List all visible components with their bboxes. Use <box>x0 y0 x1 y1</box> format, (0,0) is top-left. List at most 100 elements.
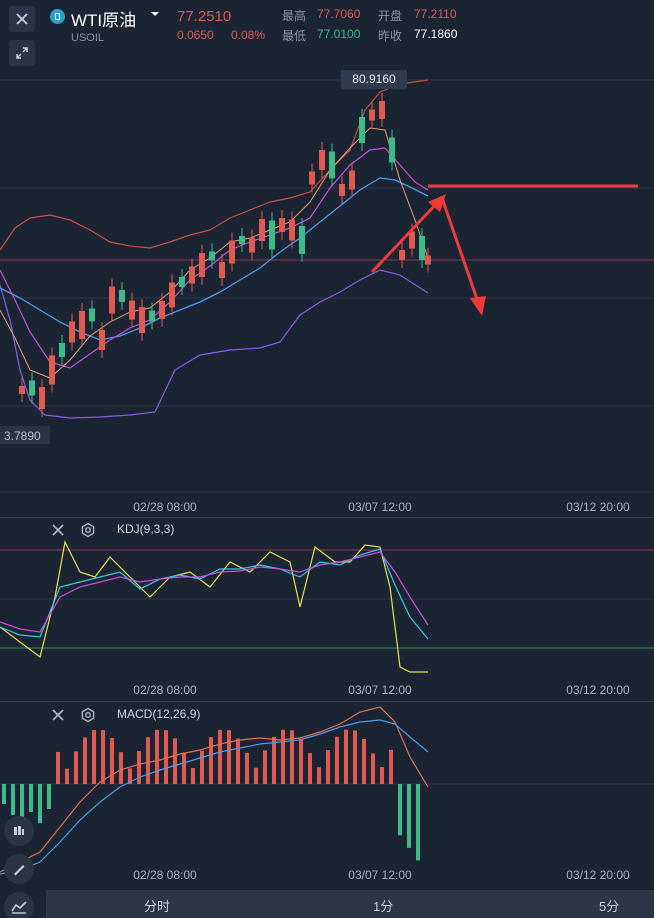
kdj-close-button[interactable] <box>51 523 65 542</box>
candle-body <box>119 290 125 302</box>
candle-body <box>289 219 295 241</box>
timeframe-1min[interactable]: 1分 <box>373 899 394 914</box>
candle-body <box>259 219 265 241</box>
kdj-chart[interactable]: 02/28 08:00 03/07 12:00 03/12 20:00 <box>0 517 654 701</box>
open-label: 开盘 <box>378 9 403 23</box>
macd-settings-button[interactable] <box>80 707 96 728</box>
boll-upper-line <box>0 79 429 251</box>
high-label: 最高 <box>282 9 307 23</box>
line-chart-icon <box>11 901 27 914</box>
macd-bar <box>128 768 132 784</box>
candle-body <box>129 300 135 320</box>
expand-icon <box>16 47 28 59</box>
low-price-tag-text: 3.7890 <box>4 429 41 443</box>
close-button[interactable] <box>9 6 35 32</box>
candles <box>19 93 431 417</box>
candle-body <box>249 237 255 253</box>
symbol-name[interactable]: WTI原油 <box>71 11 137 30</box>
candle-body <box>89 308 95 322</box>
macd-bar <box>155 729 159 784</box>
caret-down-icon[interactable] <box>150 10 160 18</box>
boll-lower-line <box>0 269 429 419</box>
candle-body <box>359 117 365 143</box>
macd-bar <box>173 738 177 784</box>
candle-body <box>349 170 355 190</box>
indicator-tool-button[interactable] <box>4 892 34 918</box>
macd-bar <box>11 784 15 815</box>
candle-body <box>329 151 335 179</box>
panel-divider <box>0 517 654 518</box>
prev-close-value: 77.1860 <box>414 27 458 41</box>
timeframe-5min[interactable]: 5分 <box>599 899 620 914</box>
candle-body <box>389 137 395 163</box>
candle-body <box>279 218 285 232</box>
macd-chart[interactable]: 02/28 08:00 03/07 12:00 03/12 20:00 <box>0 702 654 890</box>
ma-magenta-line <box>0 147 429 369</box>
price-change-pct: 0.08% <box>231 28 266 42</box>
macd-close-button[interactable] <box>51 708 65 727</box>
kdj-j-line <box>0 540 428 673</box>
gear-icon <box>81 522 95 538</box>
candle-body <box>49 355 55 385</box>
macd-bar <box>101 730 105 784</box>
macd-bar <box>56 751 60 784</box>
macd-bar <box>227 730 231 784</box>
x-label-macd-2: 03/12 20:00 <box>566 868 630 882</box>
macd-bar <box>245 752 249 784</box>
x-label-kdj-0: 02/28 08:00 <box>133 683 197 697</box>
macd-bar <box>38 784 42 823</box>
last-price: 77.2510 <box>177 8 232 25</box>
timeframe-bar: 分时 1分 5分 <box>46 890 654 918</box>
brush-icon <box>14 826 24 835</box>
symbol-code: USOIL <box>71 32 105 44</box>
candle-body <box>29 380 35 396</box>
candle-body <box>139 307 145 333</box>
pencil-icon <box>14 865 25 876</box>
draw-tool-button[interactable] <box>4 854 34 884</box>
kdj-label: KDJ(9,3,3) <box>117 522 175 536</box>
macd-bar <box>74 751 78 784</box>
macd-bar <box>29 784 33 812</box>
low-value: 77.0100 <box>317 27 361 41</box>
close-icon <box>16 13 28 25</box>
macd-bar <box>65 768 69 784</box>
kdj-settings-button[interactable] <box>80 522 96 543</box>
macd-bar <box>263 750 267 784</box>
timeframe-tick[interactable]: 分时 <box>144 899 171 914</box>
macd-bar <box>200 750 204 784</box>
macd-bar <box>407 784 411 848</box>
close-icon <box>52 524 64 536</box>
macd-lines <box>0 706 429 875</box>
gear-icon <box>81 707 95 723</box>
macd-bar <box>47 784 51 809</box>
x-label-macd-0: 02/28 08:00 <box>133 868 197 882</box>
expand-button[interactable] <box>9 40 35 66</box>
macd-bar <box>308 753 312 784</box>
annotation-arrow-up <box>370 200 440 274</box>
candle-body <box>399 250 405 260</box>
macd-bar <box>137 750 141 784</box>
macd-bar <box>83 737 87 784</box>
candle-body <box>219 262 225 278</box>
candle-body <box>419 236 425 260</box>
candle-body <box>39 387 45 409</box>
candle-body <box>239 236 245 244</box>
macd-bar <box>290 730 294 784</box>
macd-bar <box>380 766 384 784</box>
annotation-arrow-down-head <box>470 296 486 316</box>
candlestick-chart[interactable]: 80.9160 3.7890 02/28 08:00 03/07 12:00 0… <box>0 70 654 517</box>
candle-body <box>59 343 65 357</box>
price-change: 0.0650 <box>177 28 214 42</box>
close-icon <box>52 709 64 721</box>
kdj-k-line <box>0 548 429 640</box>
candle-body <box>269 220 275 250</box>
candle-body <box>189 266 195 284</box>
macd-bar <box>344 729 348 784</box>
x-label-kdj-1: 03/07 12:00 <box>348 683 412 697</box>
brush-tool-button[interactable] <box>4 816 34 846</box>
low-price-tag: 3.7890 <box>0 426 50 444</box>
candle-body <box>339 184 345 196</box>
x-label-kdj-2: 03/12 20:00 <box>566 683 630 697</box>
x-label-main-2: 03/12 20:00 <box>566 500 630 514</box>
kdj-lines <box>0 540 429 673</box>
